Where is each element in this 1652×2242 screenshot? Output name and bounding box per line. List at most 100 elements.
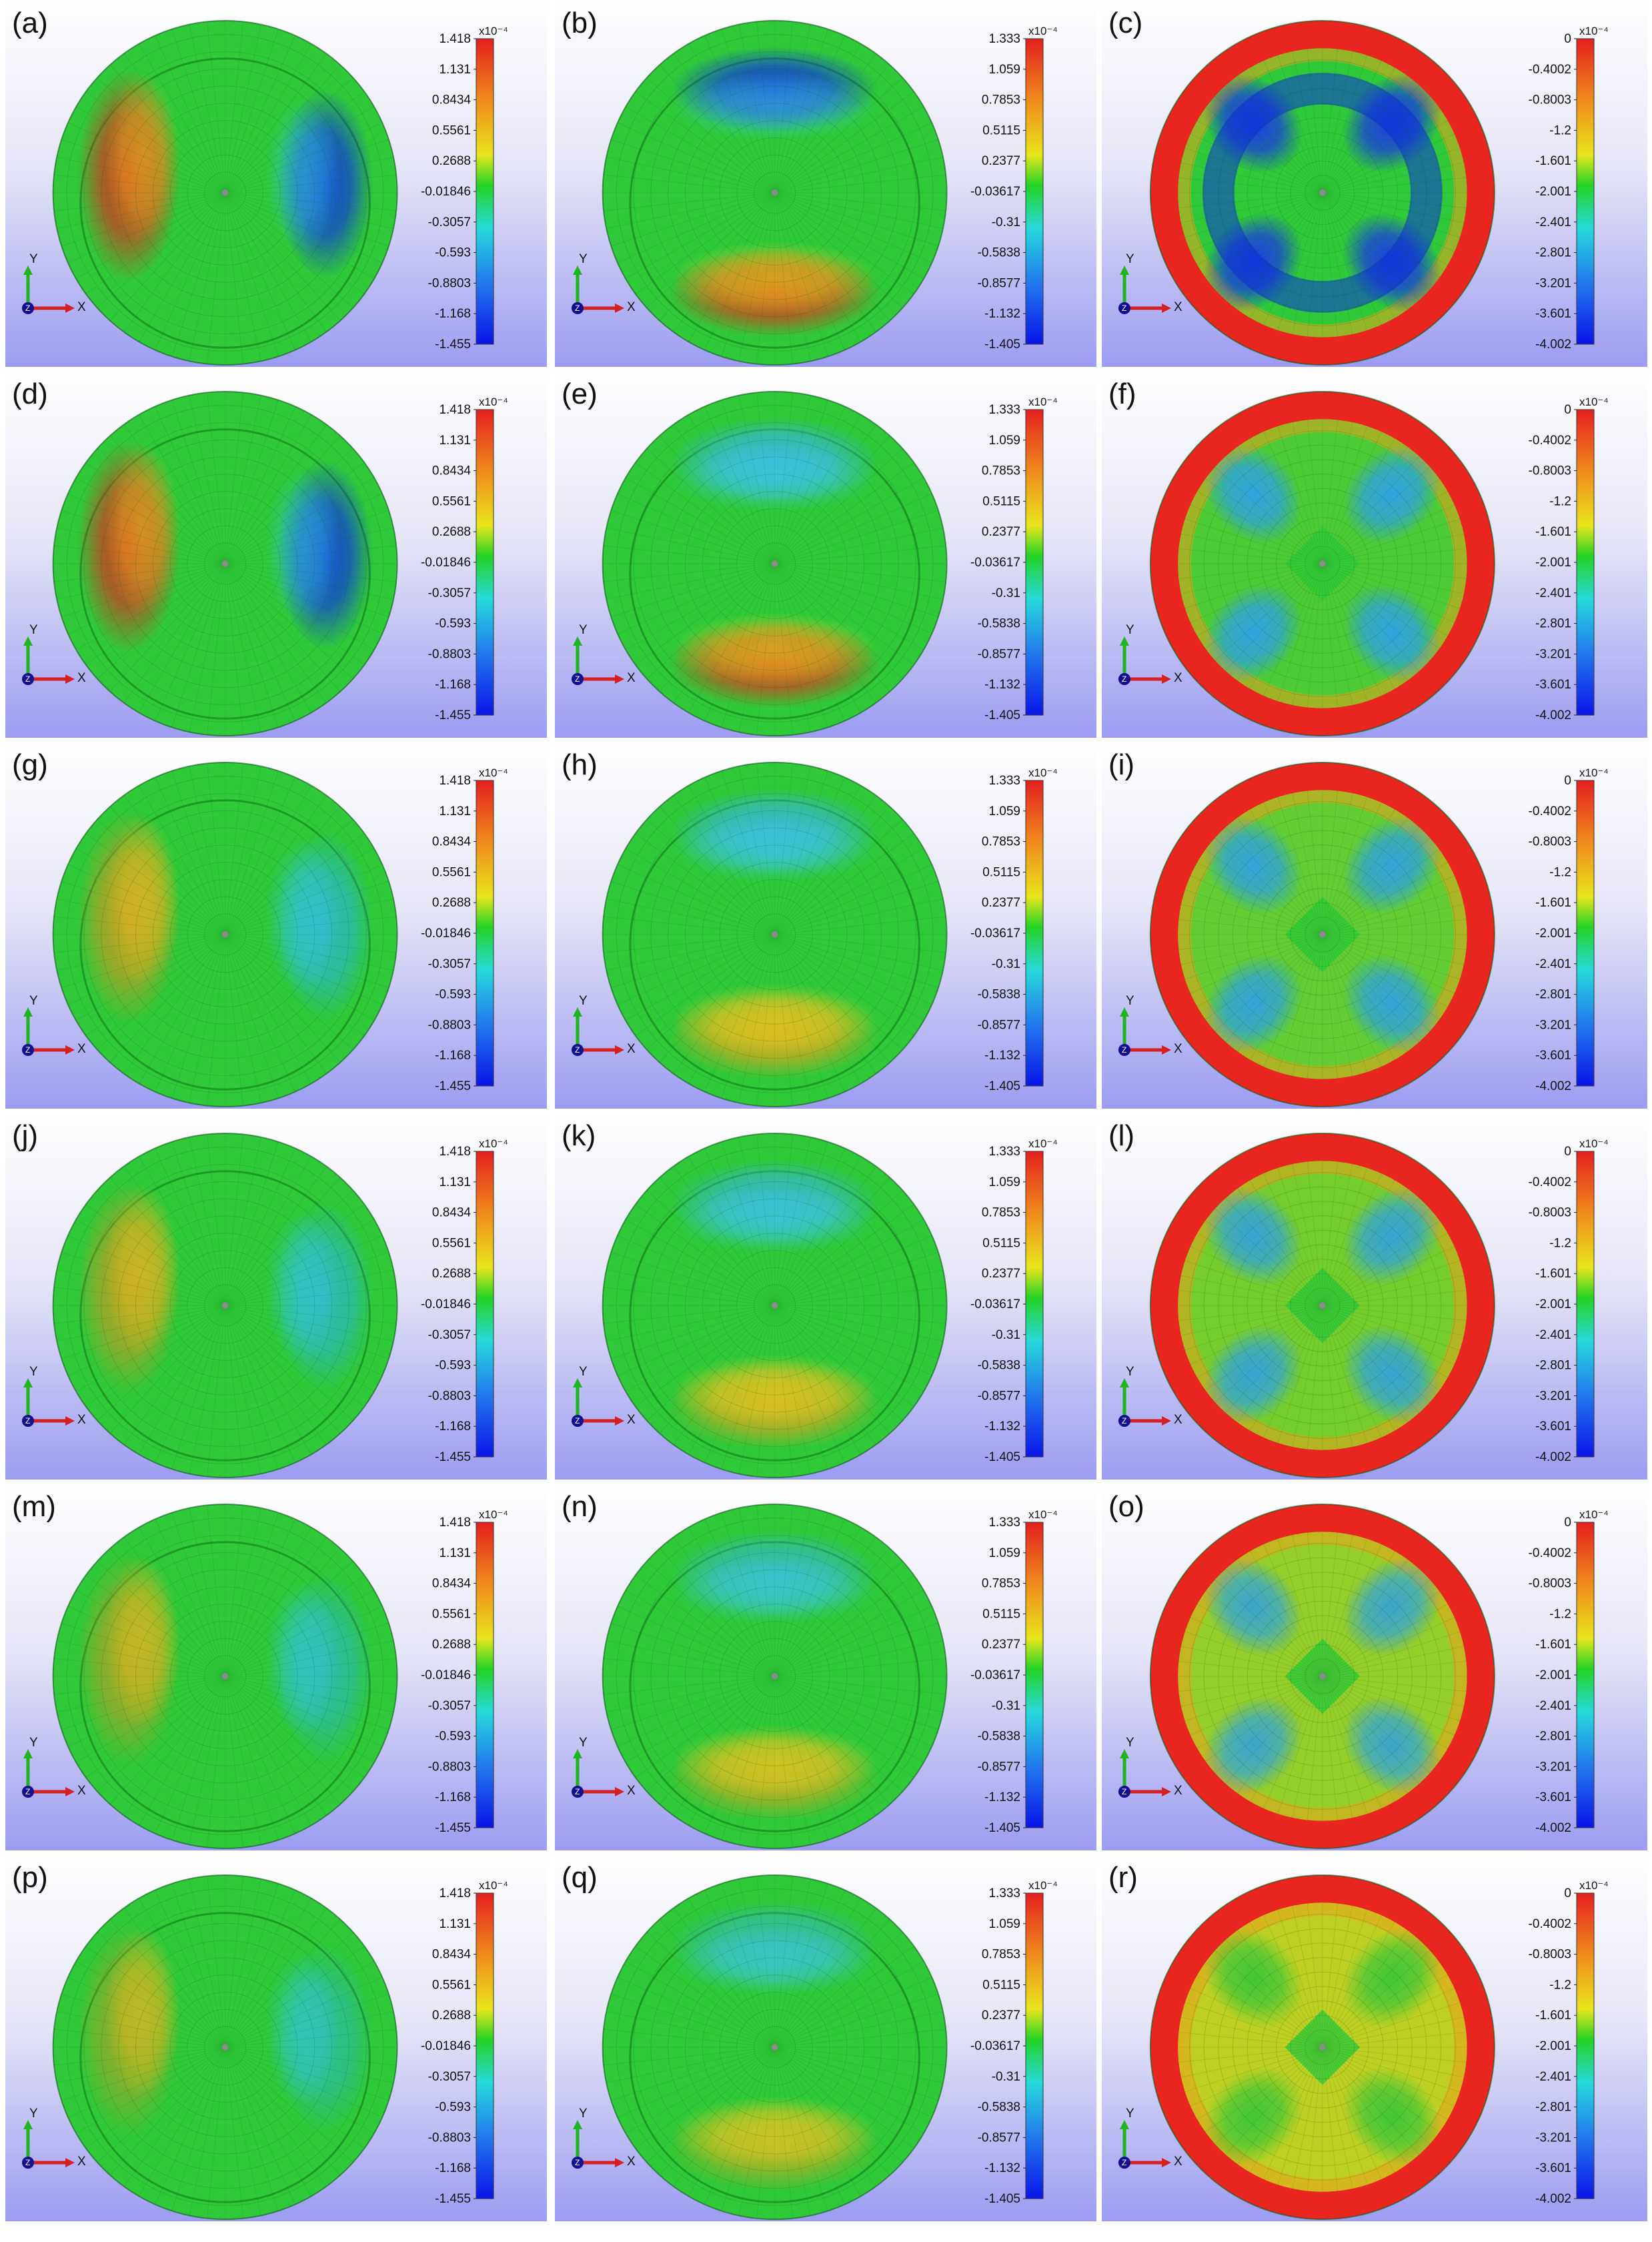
mesh-spoke (225, 934, 312, 1084)
colorbar-gradient (1025, 780, 1044, 1087)
y-arrowhead (573, 1007, 582, 1017)
mesh-ring (1290, 2015, 1355, 2080)
mesh-spoke (774, 2047, 932, 2118)
x-axis-label: X (1174, 1042, 1182, 1056)
mesh-spoke (225, 1676, 341, 1805)
mesh-spoke (1322, 192, 1440, 278)
mesh-spoke (774, 2047, 946, 2066)
mesh-spoke (225, 2047, 353, 2163)
mesh-ring (754, 2026, 796, 2069)
lobe (1342, 1557, 1442, 1657)
mesh-spoke (688, 1676, 776, 1826)
mesh-spoke (774, 192, 862, 342)
mesh-spoke (1322, 1220, 1440, 1306)
mesh-spoke (774, 395, 811, 564)
colorbar-tick-label: -1.168 (435, 2161, 471, 2175)
z-axis-dot (572, 1415, 584, 1427)
mesh-spoke (774, 1907, 876, 2048)
positive-halo (671, 612, 878, 688)
mesh-spoke (1322, 802, 1382, 935)
mesh-spoke (774, 1676, 811, 1845)
mesh-ring (118, 827, 333, 1042)
mesh-spoke (1225, 456, 1323, 564)
mesh-spoke (603, 934, 775, 953)
colorbar-tick-label: -1.132 (984, 1049, 1020, 1063)
mesh-spoke (1250, 192, 1323, 318)
mesh-spoke (171, 1141, 226, 1306)
mesh-spoke (1214, 95, 1323, 193)
colorbar-tick-label: 0 (1564, 1145, 1571, 1159)
colorbar-tick-label: -3.201 (1535, 1018, 1571, 1032)
mesh-spoke (155, 1676, 226, 1834)
mesh-spoke (225, 1676, 394, 1713)
mesh-spoke (1263, 934, 1323, 1067)
colorbar-tick-label: -1.2 (1549, 494, 1571, 508)
mesh-spoke (1322, 177, 1467, 193)
mesh-spoke (225, 848, 375, 935)
colorbar: x10⁻⁴1.4181.1310.84340.55610.2688-0.0184… (421, 1137, 508, 1464)
axis-triad: XYZ (1118, 252, 1182, 314)
mesh-spoke (1263, 1305, 1323, 1438)
mesh-spoke (225, 563, 383, 634)
mesh-spoke (225, 1536, 327, 1677)
colorbar-tick-label: -0.5838 (978, 617, 1020, 631)
mesh-spoke (225, 192, 244, 364)
mesh-spoke (139, 414, 226, 564)
mesh-spoke (774, 53, 876, 193)
mesh-spoke (1322, 1676, 1455, 1736)
mesh-spoke (1196, 563, 1323, 636)
colorbar-gradient (476, 780, 494, 1087)
colorbar-tick-label: 1.059 (988, 1175, 1020, 1189)
mesh-spoke (1196, 192, 1323, 265)
colorbar-tick-label: -0.593 (435, 2101, 471, 2115)
mesh-spoke (688, 43, 776, 193)
mesh-spoke (75, 1590, 225, 1677)
mesh-spoke (1205, 1591, 1323, 1677)
mesh-spoke (659, 563, 775, 692)
mesh-ring (101, 439, 349, 688)
mesh-spoke (1190, 563, 1323, 623)
y-axis-label: Y (1126, 1365, 1134, 1379)
mesh-spoke (207, 1876, 226, 2048)
mesh-spoke (61, 139, 225, 193)
mesh-ring (1276, 888, 1369, 981)
colorbar-tick-label: -0.593 (435, 1730, 471, 1744)
colorbar-tick-label: -0.5838 (978, 1359, 1020, 1373)
mesh-spoke (606, 527, 775, 564)
axis-triad: XYZ (572, 994, 636, 1056)
mesh-spoke (97, 934, 225, 1051)
mesh-spoke (1178, 919, 1323, 935)
mesh-spoke (225, 563, 375, 650)
disk-field-plot (1149, 762, 1495, 1107)
mesh-spoke (774, 934, 828, 1099)
mesh-spoke (738, 395, 776, 564)
mesh-spoke (635, 91, 775, 193)
mesh-ring (187, 154, 263, 231)
mesh-spoke (1237, 1930, 1323, 2048)
mesh-spoke (774, 77, 903, 193)
mesh-spoke (1205, 1220, 1323, 1306)
mesh-spoke (617, 122, 775, 193)
mesh-spoke (1214, 563, 1323, 661)
mesh-spoke (774, 1305, 876, 1446)
panel-label: (j) (12, 1119, 39, 1152)
mesh-spoke (1277, 1538, 1323, 1677)
panel-label: (d) (12, 378, 48, 410)
z-axis-dot (572, 302, 584, 314)
mesh-spoke (738, 1305, 776, 1474)
mesh-spoke (155, 1890, 226, 2048)
y-axis-label: Y (579, 994, 588, 1008)
mesh-ring (83, 51, 367, 335)
mesh-spoke (1225, 1197, 1323, 1306)
mesh-spoke (774, 1527, 862, 1677)
mesh-spoke (1214, 1950, 1323, 2048)
mesh-spoke (606, 156, 775, 193)
mesh-spoke (225, 2029, 397, 2048)
y-axis-label: Y (1126, 1736, 1134, 1750)
disk-edge (602, 1133, 948, 1478)
mesh-ring (169, 1620, 281, 1732)
colorbar-tick-label: 1.131 (439, 1917, 471, 1931)
colorbar-tick-label: -3.601 (1535, 1420, 1571, 1434)
mesh-spoke (225, 462, 365, 564)
mesh-spoke (225, 1622, 389, 1677)
